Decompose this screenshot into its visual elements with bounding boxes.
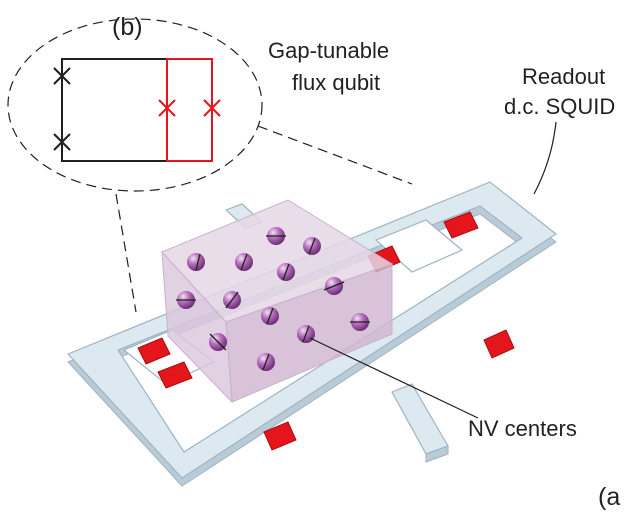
zoom-guide-left: [115, 193, 137, 313]
nv-center: [235, 253, 253, 271]
junction-cross-black: [53, 67, 71, 85]
squid-stub-bottom-side: [425, 445, 449, 463]
inset-ellipse: [7, 18, 263, 192]
nv-center: [187, 253, 205, 271]
nv-leader-line: [309, 337, 479, 419]
junction-right-far: [443, 211, 479, 239]
nv-center: [261, 307, 279, 325]
nv-center: [223, 291, 241, 309]
zoom-guides: [7, 18, 413, 313]
junction-left-upper: [137, 337, 171, 365]
junction-left-lower: [157, 361, 193, 389]
panel-label-b: (b): [112, 13, 143, 41]
nv-centers: [176, 227, 370, 371]
junction-bottom-right: [483, 329, 515, 359]
nv-center: [257, 353, 275, 371]
qubit-loop-black: [61, 58, 167, 162]
zoom-guide-right: [257, 125, 413, 185]
junction-cross-red: [203, 99, 221, 117]
panel-label-a: (a: [598, 483, 621, 511]
nv-center: [266, 227, 286, 245]
nv-center: [209, 333, 227, 351]
qubit-label-line1: Gap-tunable: [268, 38, 390, 63]
nv-center: [176, 291, 196, 309]
junction-cross-black: [53, 133, 71, 151]
nv-label: NV centers: [468, 416, 577, 441]
nv-center: [350, 313, 370, 331]
junction-cross-red: [158, 99, 176, 117]
squid-leader-line: [533, 121, 557, 195]
nv-center: [297, 325, 315, 343]
squid-label-line2: d.c. SQUID: [504, 94, 616, 119]
qubit-loop-red: [166, 58, 213, 162]
nv-center: [277, 263, 295, 281]
squid-stub-bottom: [391, 383, 449, 455]
qubit-circuit: [53, 58, 221, 162]
squid-label-line1: Readout: [522, 64, 606, 89]
nv-center: [323, 277, 345, 295]
nv-center: [303, 237, 321, 255]
qubit-label-line2: flux qubit: [292, 70, 381, 95]
junction-bottom-left: [263, 421, 297, 451]
